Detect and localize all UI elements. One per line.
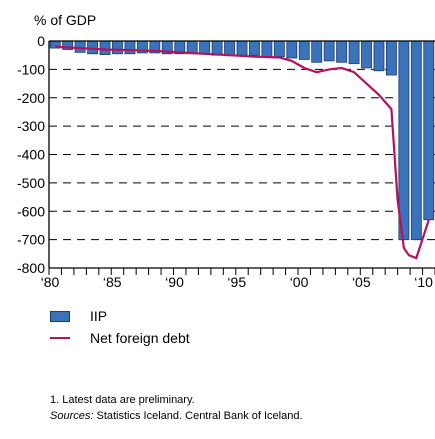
iip-bar bbox=[112, 40, 123, 55]
iip-bar bbox=[99, 40, 111, 56]
iip-bar bbox=[385, 40, 397, 76]
y-tick-label: -300 bbox=[17, 118, 45, 134]
x-tick-label: ‘95 bbox=[227, 274, 246, 290]
iip-bar bbox=[323, 40, 335, 62]
y-tick-label: -700 bbox=[17, 232, 45, 248]
x-tick-label: ‘80 bbox=[41, 274, 60, 290]
legend-label-net-foreign-debt: Net foreign debt bbox=[90, 330, 190, 346]
y-ticks: 0 -100 -200 -300 -400 -500 -600 -700 -800 bbox=[17, 33, 45, 276]
axes bbox=[48, 40, 435, 269]
y-tick-label: -800 bbox=[17, 260, 45, 276]
legend-item-iip: IIP bbox=[50, 305, 190, 327]
iip-bar bbox=[348, 40, 360, 65]
x-tick-label: ‘10 bbox=[414, 274, 433, 290]
y-tick-label: -500 bbox=[17, 175, 45, 191]
x-ticks: ‘80 ‘85 ‘90 ‘95 ‘00 ‘05 ‘10 bbox=[41, 268, 435, 290]
iip-bar bbox=[273, 40, 285, 58]
y-tick-label: -200 bbox=[17, 90, 45, 106]
y-tick-label: -400 bbox=[17, 147, 45, 163]
iip-bar bbox=[361, 40, 372, 69]
legend-item-net-foreign-debt: Net foreign debt bbox=[50, 327, 190, 349]
iip-bar bbox=[74, 40, 86, 53]
grid bbox=[49, 68, 435, 241]
iip-bar bbox=[410, 40, 422, 241]
legend: IIP Net foreign debt bbox=[50, 305, 190, 349]
net-foreign-debt-swatch bbox=[50, 337, 70, 339]
x-tick-label: ‘00 bbox=[290, 274, 309, 290]
x-tick-label: ‘85 bbox=[103, 274, 122, 290]
chart: % of GDP 0 -100 -200 -300 -400 -500 -600 -700 -8… bbox=[17, 12, 435, 290]
iip-bar bbox=[87, 40, 99, 55]
iip-bar bbox=[423, 40, 435, 221]
iip-bar bbox=[236, 40, 248, 56]
x-tick-label: ‘90 bbox=[165, 274, 184, 290]
iip-bar bbox=[298, 40, 310, 60]
iip-bar bbox=[398, 40, 410, 241]
legend-label-iip: IIP bbox=[90, 308, 108, 324]
y-tick-label: -100 bbox=[17, 61, 45, 77]
iip-bar bbox=[124, 40, 136, 55]
sources-label: Sources: bbox=[50, 410, 94, 422]
iip-bar bbox=[373, 40, 385, 72]
y-tick-label: 0 bbox=[37, 33, 45, 49]
footnote: 1. Latest data are preliminary. bbox=[50, 394, 195, 406]
iip-bar bbox=[261, 40, 273, 58]
iip-bar bbox=[286, 40, 298, 59]
y-axis-label: % of GDP bbox=[34, 12, 96, 28]
iip-bars bbox=[49, 40, 435, 241]
iip-bar bbox=[211, 40, 223, 56]
y-tick-label: -600 bbox=[17, 203, 45, 219]
iip-bar bbox=[199, 40, 211, 55]
iip-bar bbox=[249, 40, 260, 56]
iip-bar bbox=[224, 40, 235, 57]
sources: Sources: Statistics Iceland. Central Ban… bbox=[50, 408, 303, 424]
notes: 1. Latest data are preliminary. Sources:… bbox=[50, 392, 303, 424]
sources-text: Statistics Iceland. Central Bank of Icel… bbox=[93, 410, 303, 422]
net-foreign-debt-line bbox=[55, 45, 430, 260]
iip-swatch bbox=[50, 310, 70, 322]
iip-bar bbox=[311, 40, 323, 63]
x-tick-label: ‘05 bbox=[352, 274, 371, 290]
iip-bar bbox=[336, 40, 348, 63]
